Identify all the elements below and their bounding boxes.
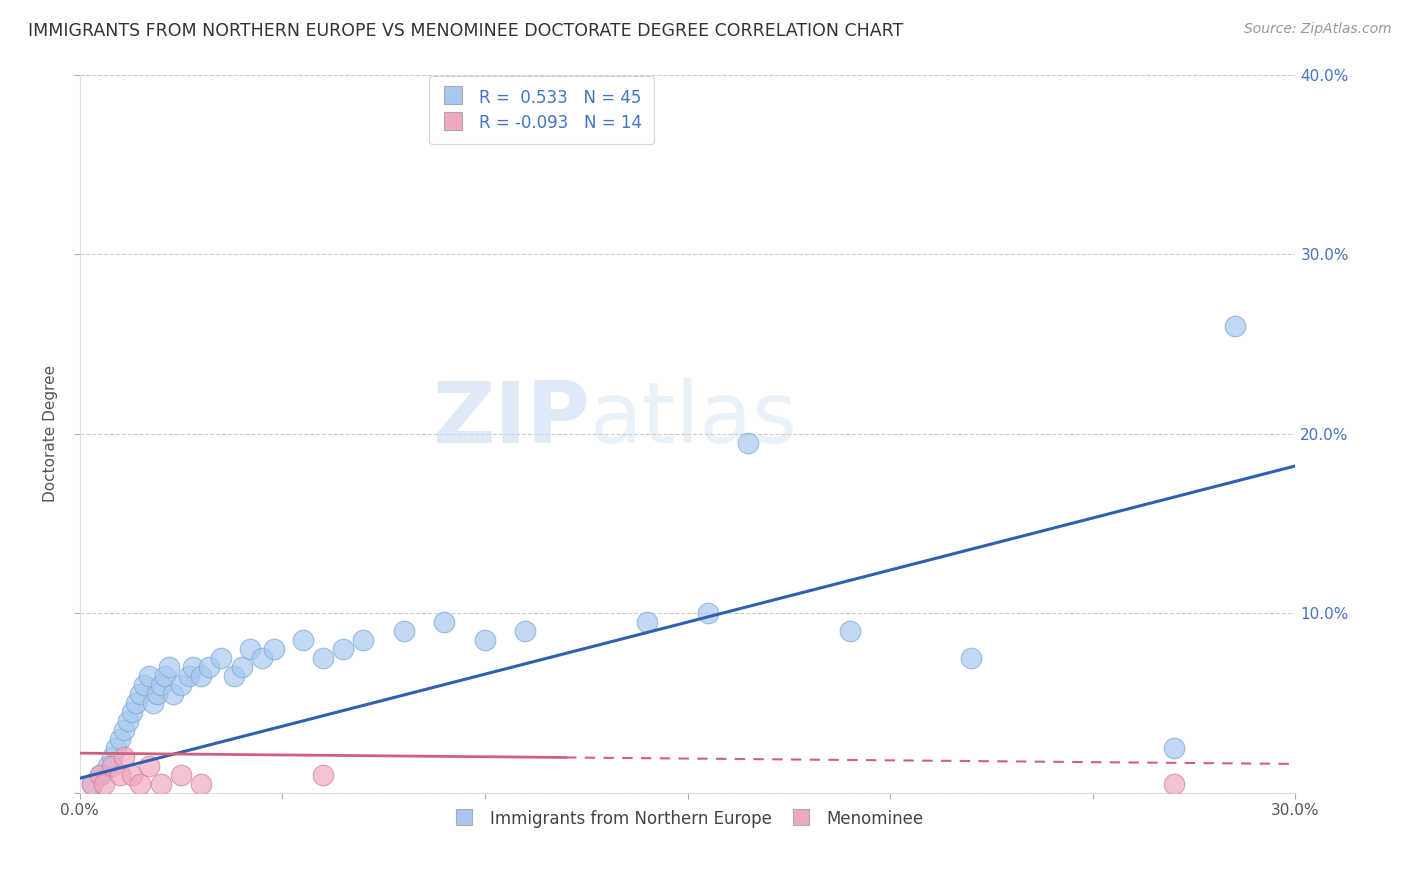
Point xyxy=(170,678,193,692)
Point xyxy=(222,669,245,683)
Point xyxy=(312,651,335,665)
Point xyxy=(291,633,314,648)
Point xyxy=(138,669,160,683)
Point xyxy=(108,731,131,746)
Y-axis label: Doctorate Degree: Doctorate Degree xyxy=(44,365,58,502)
Point xyxy=(250,651,273,665)
Point xyxy=(112,723,135,737)
Point xyxy=(125,696,148,710)
Point xyxy=(239,642,262,657)
Legend: Immigrants from Northern Europe, Menominee: Immigrants from Northern Europe, Menomin… xyxy=(444,803,931,835)
Point xyxy=(101,749,124,764)
Point xyxy=(392,624,415,638)
Point xyxy=(121,767,143,781)
Point xyxy=(696,606,718,620)
Point xyxy=(108,767,131,781)
Point xyxy=(177,669,200,683)
Text: atlas: atlas xyxy=(591,377,799,461)
Point xyxy=(352,633,374,648)
Point xyxy=(93,777,115,791)
Point xyxy=(211,651,233,665)
Point xyxy=(332,642,354,657)
Point xyxy=(121,705,143,719)
Point xyxy=(80,777,103,791)
Point xyxy=(190,669,212,683)
Text: Source: ZipAtlas.com: Source: ZipAtlas.com xyxy=(1244,22,1392,37)
Point xyxy=(157,660,180,674)
Point xyxy=(838,624,860,638)
Point xyxy=(474,633,496,648)
Point xyxy=(134,678,156,692)
Point xyxy=(149,678,172,692)
Point xyxy=(433,615,456,629)
Point xyxy=(636,615,658,629)
Point xyxy=(80,777,103,791)
Point xyxy=(145,687,167,701)
Point xyxy=(312,767,335,781)
Point xyxy=(1163,777,1185,791)
Point xyxy=(129,777,152,791)
Point xyxy=(1163,740,1185,755)
Point xyxy=(170,767,193,781)
Point xyxy=(960,651,983,665)
Point xyxy=(231,660,253,674)
Point xyxy=(162,687,184,701)
Point xyxy=(105,740,128,755)
Point xyxy=(142,696,165,710)
Point xyxy=(89,767,111,781)
Point xyxy=(263,642,285,657)
Point xyxy=(190,777,212,791)
Point xyxy=(101,758,124,772)
Point xyxy=(198,660,221,674)
Point xyxy=(89,767,111,781)
Text: IMMIGRANTS FROM NORTHERN EUROPE VS MENOMINEE DOCTORATE DEGREE CORRELATION CHART: IMMIGRANTS FROM NORTHERN EUROPE VS MENOM… xyxy=(28,22,904,40)
Point xyxy=(112,749,135,764)
Point xyxy=(97,758,120,772)
Point xyxy=(129,687,152,701)
Point xyxy=(515,624,537,638)
Point xyxy=(1223,318,1246,333)
Point xyxy=(181,660,204,674)
Point xyxy=(138,758,160,772)
Point xyxy=(737,435,759,450)
Point xyxy=(117,714,139,728)
Point xyxy=(153,669,176,683)
Point xyxy=(149,777,172,791)
Text: ZIP: ZIP xyxy=(433,377,591,461)
